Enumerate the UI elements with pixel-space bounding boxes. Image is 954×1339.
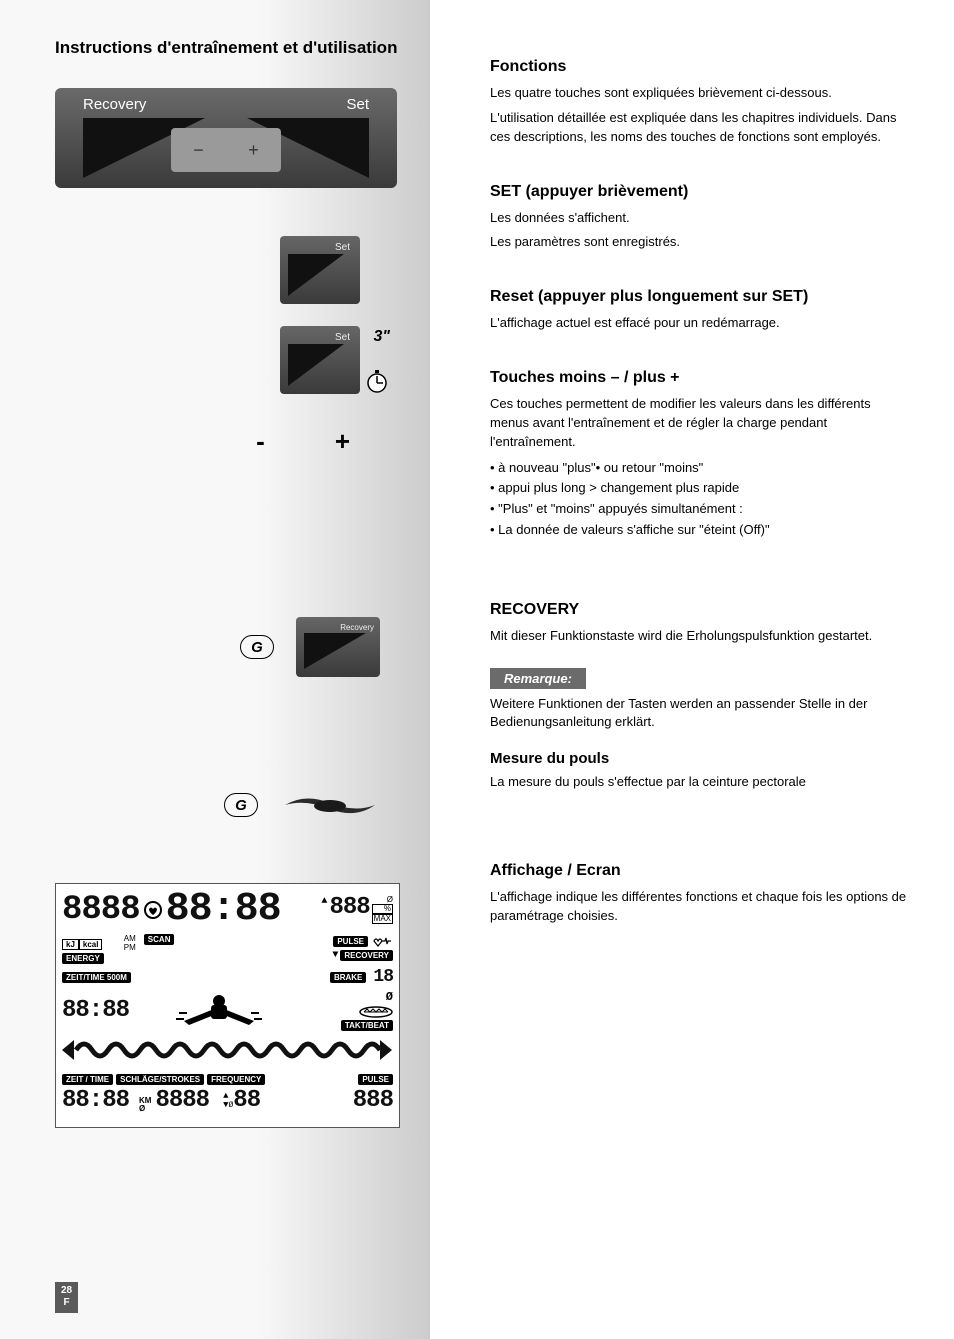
- page-title: Instructions d'entraînement et d'utilisa…: [55, 38, 400, 58]
- lcd-clock-value: 88:88: [166, 890, 281, 930]
- lcd-unit-avg: Ø: [372, 896, 393, 904]
- section-recovery: RECOVERY Mit dieser Funktionstaste wird …: [490, 601, 910, 646]
- reset-p1: L'affichage actuel est effacé pour un re…: [490, 314, 910, 333]
- recovery-button-illustration: Recovery: [296, 617, 380, 677]
- pm-li1: à nouveau "plus"• ou retour "moins": [490, 458, 910, 479]
- set-corner-label: Set: [335, 242, 350, 253]
- label-strokes: SCHLÄGE/STROKES: [116, 1074, 204, 1085]
- pm-p1: Ces touches permettent de modifier les v…: [490, 395, 910, 452]
- lcd-unit-max: MAX: [372, 914, 393, 924]
- set-hold-illustration: Set 3": [280, 326, 360, 394]
- set-hold-corner: Set: [335, 332, 350, 343]
- lcd-brake-value: 18: [373, 968, 393, 986]
- label-pulse: PULSE: [333, 936, 368, 947]
- label-energy: ENERGY: [62, 953, 104, 964]
- label-zeit500: ZEIT/TIME 500M: [62, 972, 131, 983]
- mesure-p1: La mesure du pouls s'effectue par la cei…: [490, 773, 910, 792]
- footer-lang: F: [61, 1297, 72, 1309]
- plus-symbol: +: [335, 426, 350, 457]
- label-brake: BRAKE: [330, 972, 366, 983]
- section-fonctions: Fonctions Les quatre touches sont expliq…: [490, 58, 910, 147]
- label-pulse-bottom: PULSE: [358, 1074, 393, 1085]
- console-minus: −: [193, 140, 204, 161]
- recovery-heading: RECOVERY: [490, 601, 910, 619]
- remark-label: Remarque:: [490, 668, 586, 689]
- fonctions-p1: Les quatre touches sont expliquées brièv…: [490, 84, 910, 103]
- ecran-heading: Affichage / Ecran: [490, 862, 910, 880]
- lcd-display: 8888 88:88 ▲ 888 Ø % MAX kJkcal ENERGY: [55, 883, 400, 1128]
- ecran-p1: L'affichage indique les différentes fonc…: [490, 888, 910, 926]
- rower-icon: [164, 991, 274, 1031]
- stopwatch-icon: [364, 368, 390, 394]
- label-scan: SCAN: [144, 934, 175, 945]
- recovery-p1: Mit dieser Funktionstaste wird die Erhol…: [490, 627, 910, 646]
- console-recovery-label: Recovery: [83, 96, 146, 113]
- fonctions-heading: Fonctions: [490, 58, 910, 76]
- lcd-unit-pct: %: [372, 904, 393, 914]
- set-button-illustration: Set: [280, 236, 360, 304]
- label-am: AM: [124, 934, 136, 943]
- left-column: Instructions d'entraînement et d'utilisa…: [0, 0, 430, 1339]
- lcd-bottom-time: 88:88: [62, 1089, 129, 1113]
- console-illustration: Recovery Set − +: [55, 88, 397, 188]
- label-kcal: kcal: [79, 939, 103, 950]
- lcd-bottom-pulse: 888: [353, 1089, 393, 1113]
- pulse-down-icon: ▼: [332, 950, 338, 961]
- mesure-heading: Mesure du pouls: [490, 750, 910, 767]
- lcd-time500-value: 88:88: [62, 999, 129, 1023]
- heart-pulse-icon: [371, 934, 393, 948]
- label-zeit-time: ZEIT / TIME: [62, 1074, 113, 1085]
- section-reset: Reset (appuyer plus longuement sur SET) …: [490, 288, 910, 333]
- lcd-bottom-km: 8888: [155, 1089, 209, 1113]
- right-column: Fonctions Les quatre touches sont expliq…: [490, 58, 910, 962]
- section-plus-minus: Touches moins – / plus + Ces touches per…: [490, 369, 910, 541]
- remark-p1: Weitere Funktionen der Tasten werden an …: [490, 695, 910, 733]
- set-p1: Les données s'affichent.: [490, 209, 910, 228]
- heart-in-circle-icon: [144, 896, 162, 924]
- page-footer: 28 F: [55, 1282, 78, 1313]
- lcd-energy-value: 8888: [62, 893, 140, 927]
- g-badge-2: G: [224, 793, 258, 817]
- label-takt: TAKT/BEAT: [341, 1020, 393, 1031]
- pm-heading: Touches moins – / plus +: [490, 369, 910, 387]
- label-frequency: FREQUENCY: [207, 1074, 265, 1085]
- recovery-corner-label: Recovery: [340, 623, 374, 632]
- section-remark: Remarque: Weitere Funktionen der Tasten …: [490, 668, 910, 733]
- chest-strap-icon: [280, 787, 380, 823]
- label-recovery: RECOVERY: [340, 950, 393, 961]
- section-set: SET (appuyer brièvement) Les données s'a…: [490, 183, 910, 253]
- resistance-icon: [359, 1006, 393, 1018]
- hold-duration-label: 3": [374, 328, 390, 346]
- fonctions-p2: L'utilisation détaillée est expliquée da…: [490, 109, 910, 147]
- pulse-up-icon: ▲: [321, 896, 327, 907]
- console-plus: +: [248, 140, 259, 161]
- label-pm: PM: [124, 943, 136, 952]
- pm-li3: "Plus" et "moins" appuyés simultanément …: [490, 499, 910, 520]
- console-set-label: Set: [346, 96, 369, 113]
- minus-symbol: -: [256, 426, 265, 457]
- lcd-pct-value: 888: [329, 896, 369, 920]
- pm-li2: appui plus long > changement plus rapide: [490, 478, 910, 499]
- footer-page-number: 28: [61, 1285, 72, 1297]
- pm-li4: La donnée de valeurs s'affiche sur "étei…: [490, 520, 910, 541]
- g-badge: G: [240, 635, 274, 659]
- section-mesure: Mesure du pouls La mesure du pouls s'eff…: [490, 750, 910, 792]
- brake-avg-sym: Ø: [386, 990, 393, 1004]
- label-kj: kJ: [62, 939, 79, 950]
- km-avg-label: Ø: [139, 1105, 151, 1113]
- set-heading: SET (appuyer brièvement): [490, 183, 910, 201]
- set-p2: Les paramètres sont enregistrés.: [490, 233, 910, 252]
- minus-plus-row: - +: [55, 426, 400, 457]
- reset-heading: Reset (appuyer plus longuement sur SET): [490, 288, 910, 306]
- lcd-bottom-freq: 88: [233, 1089, 260, 1113]
- freq-down-icon: ▼Ø: [223, 1101, 233, 1110]
- section-ecran: Affichage / Ecran L'affichage indique le…: [490, 862, 910, 926]
- stroke-wave-icon: [62, 1035, 392, 1065]
